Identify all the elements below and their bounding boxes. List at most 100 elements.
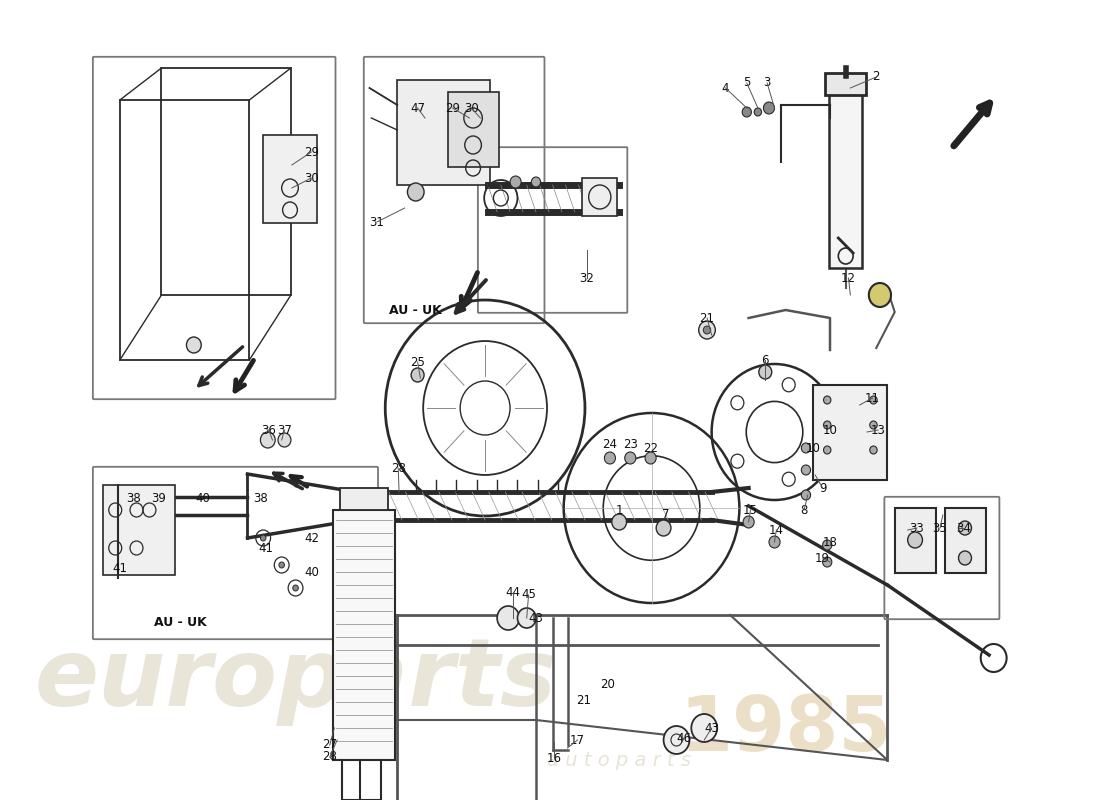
Text: 37: 37 (277, 423, 292, 437)
Circle shape (411, 368, 425, 382)
Text: 38: 38 (253, 491, 267, 505)
Text: AU - UK: AU - UK (154, 615, 207, 629)
Circle shape (510, 176, 521, 188)
Bar (582, 178, 617, 216)
Circle shape (604, 452, 616, 464)
Circle shape (698, 321, 715, 339)
Text: 12: 12 (842, 271, 856, 285)
Text: 35: 35 (933, 522, 947, 534)
Text: 13: 13 (870, 423, 886, 437)
Text: 21: 21 (576, 694, 592, 706)
Circle shape (497, 606, 519, 630)
Text: 6: 6 (761, 354, 769, 366)
Circle shape (824, 396, 830, 404)
Circle shape (407, 183, 425, 201)
Circle shape (625, 452, 636, 464)
Text: 17: 17 (570, 734, 585, 746)
Bar (945, 508, 987, 573)
Circle shape (261, 535, 266, 541)
Text: 30: 30 (304, 171, 319, 185)
Text: 33: 33 (910, 522, 924, 534)
Text: 28: 28 (322, 750, 338, 763)
Text: 46: 46 (676, 731, 692, 745)
Circle shape (908, 532, 923, 548)
Text: 7: 7 (662, 509, 669, 522)
Text: 25: 25 (410, 355, 425, 369)
Circle shape (691, 714, 717, 742)
Text: 1985: 1985 (680, 693, 892, 767)
Text: 45: 45 (521, 589, 536, 602)
Circle shape (823, 540, 832, 550)
Text: 38: 38 (126, 491, 141, 505)
Bar (448, 92, 499, 167)
Text: 8: 8 (801, 503, 807, 517)
Circle shape (755, 108, 761, 116)
Text: AU - UK: AU - UK (389, 303, 442, 317)
Circle shape (870, 421, 877, 429)
Bar (263, 135, 317, 223)
Bar (829, 93, 862, 268)
Circle shape (663, 726, 690, 754)
Circle shape (801, 443, 811, 453)
Text: 36: 36 (262, 423, 276, 437)
Text: 29: 29 (304, 146, 319, 158)
Bar (103, 485, 175, 575)
Bar (894, 508, 936, 573)
Text: 22: 22 (644, 442, 658, 454)
Circle shape (759, 365, 772, 379)
Text: 42: 42 (305, 531, 320, 545)
Text: 40: 40 (196, 491, 210, 505)
Text: 47: 47 (410, 102, 425, 114)
Bar (825, 73, 866, 95)
Text: 2: 2 (872, 70, 880, 83)
Circle shape (657, 520, 671, 536)
Text: 34: 34 (956, 522, 970, 534)
Text: 43: 43 (528, 611, 543, 625)
Circle shape (517, 608, 536, 628)
Circle shape (823, 557, 832, 567)
Text: 16: 16 (547, 751, 562, 765)
Circle shape (278, 433, 290, 447)
Circle shape (742, 107, 751, 117)
Text: 31: 31 (370, 215, 384, 229)
Circle shape (531, 177, 540, 187)
Text: 14: 14 (769, 523, 784, 537)
Circle shape (261, 432, 275, 448)
Circle shape (293, 585, 298, 591)
Bar (332, 510, 395, 760)
Text: 27: 27 (322, 738, 338, 751)
Text: 3: 3 (763, 77, 771, 90)
Text: 41: 41 (258, 542, 274, 554)
Text: 24: 24 (603, 438, 617, 451)
Text: 10: 10 (823, 423, 837, 437)
Circle shape (958, 521, 971, 535)
Text: 44: 44 (505, 586, 520, 598)
Circle shape (801, 465, 811, 475)
Text: 20: 20 (600, 678, 615, 691)
Circle shape (744, 516, 755, 528)
Circle shape (958, 551, 971, 565)
Text: 19: 19 (815, 551, 830, 565)
Bar (340, 488, 388, 510)
Text: 5: 5 (744, 77, 750, 90)
Circle shape (769, 536, 780, 548)
Text: 21: 21 (700, 311, 715, 325)
Text: 9: 9 (818, 482, 826, 494)
Text: 41: 41 (112, 562, 128, 574)
Circle shape (824, 446, 830, 454)
Text: 39: 39 (152, 491, 166, 505)
Text: 43: 43 (704, 722, 719, 734)
Text: 4: 4 (722, 82, 729, 94)
Circle shape (612, 514, 627, 530)
Circle shape (279, 562, 285, 568)
Circle shape (703, 326, 711, 334)
Circle shape (870, 446, 877, 454)
Circle shape (645, 452, 657, 464)
Text: 18: 18 (823, 535, 837, 549)
Circle shape (824, 421, 830, 429)
Text: a u t o p a r t s: a u t o p a r t s (547, 750, 691, 770)
Text: 28: 28 (390, 462, 406, 474)
Bar (397, 80, 490, 185)
Circle shape (801, 490, 811, 500)
Text: 1: 1 (615, 503, 623, 517)
